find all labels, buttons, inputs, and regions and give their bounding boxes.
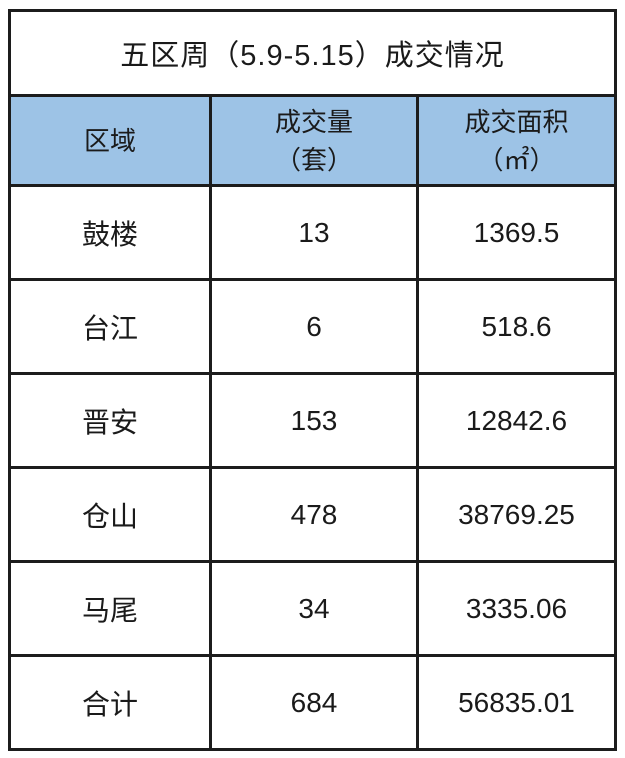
cell-region: 马尾 [8,560,212,657]
title-row: 五区周（5.9-5.15）成交情况 [8,9,617,97]
deals-table: 五区周（5.9-5.15）成交情况 区域 成交量 （套） 成交面积 （㎡） 鼓楼… [8,9,617,751]
header-volume: 成交量 （套） [208,94,420,187]
cell-area: 1369.5 [416,184,617,281]
header-row: 区域 成交量 （套） 成交面积 （㎡） [8,94,617,187]
cell-volume: 684 [208,654,420,751]
header-area-line1: 成交面积 [464,106,569,137]
table-row-total: 合计 684 56835.01 [8,654,617,751]
table-row-jinan: 晋安 153 12842.6 [8,372,617,469]
table-row-gulou: 鼓楼 13 1369.5 [8,184,617,281]
cell-region: 鼓楼 [8,184,212,281]
cell-region: 台江 [8,278,212,375]
header-volume-line2: （套） [274,144,353,175]
cell-area: 12842.6 [416,372,617,469]
table-row-mawei: 马尾 34 3335.06 [8,560,617,657]
header-region: 区域 [8,94,212,187]
cell-volume: 153 [208,372,420,469]
cell-volume: 34 [208,560,420,657]
cell-volume: 6 [208,278,420,375]
cell-region: 合计 [8,654,212,751]
cell-region: 仓山 [8,466,212,563]
cell-area: 518.6 [416,278,617,375]
cell-region: 晋安 [8,372,212,469]
header-volume-line1: 成交量 [274,106,353,137]
cell-area: 56835.01 [416,654,617,751]
table-row-cangshan: 仓山 478 38769.25 [8,466,617,563]
cell-volume: 13 [208,184,420,281]
cell-volume: 478 [208,466,420,563]
cell-area: 3335.06 [416,560,617,657]
table-title: 五区周（5.9-5.15）成交情况 [8,9,617,97]
table-row-taijiang: 台江 6 518.6 [8,278,617,375]
cell-area: 38769.25 [416,466,617,563]
header-area: 成交面积 （㎡） [416,94,617,187]
header-area-line2: （㎡） [477,144,556,175]
